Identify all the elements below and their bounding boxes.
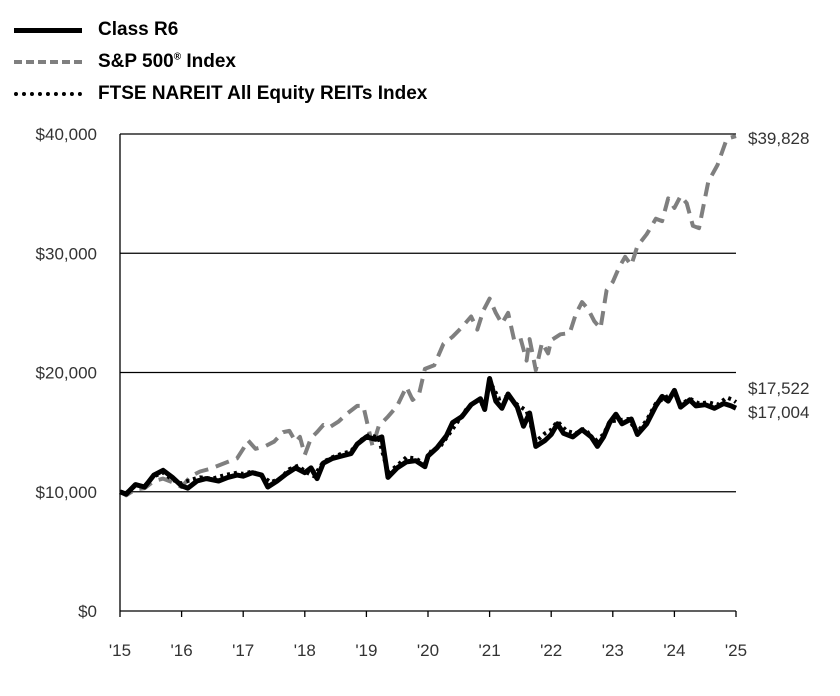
legend-item-class-r6: Class R6	[14, 14, 427, 46]
x-tick-label: '20	[417, 641, 439, 660]
x-tick-label: '15	[109, 641, 131, 660]
legend-label-sp500-reg: ®	[173, 51, 182, 63]
legend-swatch-solid	[14, 27, 82, 33]
y-tick-label: $10,000	[36, 483, 97, 502]
legend-label-sp500: S&P 500® Index	[98, 51, 236, 73]
x-tick-label: '22	[540, 641, 562, 660]
legend-swatch-dotted	[14, 92, 82, 96]
legend-label-reits: FTSE NAREIT All Equity REITs Index	[98, 83, 428, 104]
legend-swatch-dashed	[14, 60, 82, 64]
x-tick-label: '19	[355, 641, 377, 660]
y-tick-label: $30,000	[36, 244, 97, 263]
legend-item-sp500: S&P 500® Index	[14, 46, 427, 78]
x-tick-label: '24	[663, 641, 685, 660]
legend-label-sp500-suffix: Index	[181, 51, 236, 72]
legend-label-sp500-main: S&P 500	[98, 51, 174, 72]
x-tick-label: '21	[479, 641, 501, 660]
chart-legend: Class R6 S&P 500® Index FTSE NAREIT All …	[14, 14, 427, 110]
series-line-dotted	[119, 378, 738, 495]
legend-label-class-r6: Class R6	[98, 19, 179, 40]
end-value-label: $17,522	[748, 379, 809, 398]
x-tick-label: '17	[232, 641, 254, 660]
x-tick-label: '16	[171, 641, 193, 660]
y-tick-label: $40,000	[36, 125, 97, 144]
y-tick-label: $0	[78, 602, 97, 621]
end-value-label: $39,828	[748, 129, 809, 148]
x-tick-label: '18	[294, 641, 316, 660]
series-line-solid	[119, 376, 738, 497]
end-value-label: $17,004	[748, 403, 809, 422]
x-tick-label: '25	[725, 641, 747, 660]
y-tick-label: $20,000	[36, 364, 97, 383]
series-line-dashed	[119, 134, 737, 498]
x-tick-label: '23	[602, 641, 624, 660]
legend-item-reits: FTSE NAREIT All Equity REITs Index	[14, 78, 427, 110]
